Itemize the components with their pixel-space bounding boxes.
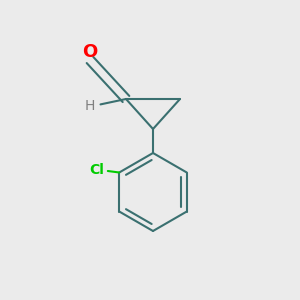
Text: H: H	[85, 100, 95, 113]
Text: Cl: Cl	[89, 163, 104, 176]
Text: O: O	[82, 44, 98, 62]
